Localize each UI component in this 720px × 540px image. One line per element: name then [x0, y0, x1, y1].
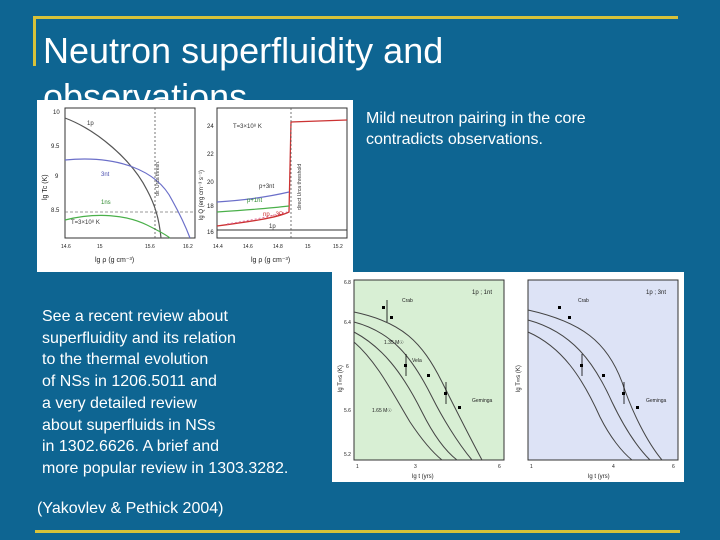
- top-left-xlabel: lg ρ (g cm⁻³): [95, 257, 134, 264]
- top-right-label-urca: direct Urca threshold: [297, 164, 303, 210]
- top-right-xtick: 15.2: [333, 244, 343, 250]
- bottom-left-xtick: 1: [356, 464, 359, 470]
- bottom-right-source: Geminga: [646, 398, 667, 404]
- bottom-left-ytick: 5.6: [344, 408, 351, 414]
- top-left-ytick: 9: [55, 174, 59, 180]
- top-left-label-urca: dir. Urca thresh.: [155, 161, 161, 196]
- decorative-bottom-rule: [35, 530, 680, 533]
- top-right-xtick: 14.6: [243, 244, 253, 250]
- top-left-xtick: 14.6: [61, 244, 71, 250]
- bottom-left-ytick: 6: [346, 364, 349, 370]
- review-line: about superfluids in NSs: [42, 416, 216, 434]
- bottom-left-legend: 1p ; 1nt: [472, 290, 492, 296]
- top-left-label-1ns: 1ns: [101, 200, 111, 206]
- top-right-xlabel: lg ρ (g cm⁻³): [251, 257, 290, 264]
- top-right-label-p1nt: p+1nt: [247, 198, 263, 204]
- review-paragraph: See a recent review about superfluidity …: [42, 306, 342, 480]
- top-left-ytick: 10: [53, 110, 60, 116]
- top-left-ylabel: lg Tc (K): [42, 174, 49, 200]
- top-left-xtick: 15.6: [145, 244, 155, 250]
- top-left-label-1p: 1p: [87, 121, 94, 127]
- bottom-left-ytick: 6.4: [344, 320, 351, 326]
- top-right-label-temp: T=3×10⁸ K: [233, 123, 262, 130]
- bottom-left-source: Crab: [402, 298, 413, 304]
- bottom-left-xtick: 6: [498, 464, 501, 470]
- review-line: See a recent review about: [42, 308, 228, 325]
- decorative-top-rule: [33, 16, 678, 19]
- top-right-xtick: 14.4: [213, 244, 223, 250]
- figure-top: lg Tc (K) 10 9.5 9 8.5 14.6 15 15.6 16.2…: [37, 100, 353, 272]
- bottom-right-ylabel: lg T∞s (K): [516, 365, 522, 392]
- bottom-left-ytick: 5.2: [344, 452, 351, 458]
- bottom-left-source: Geminga: [472, 398, 493, 404]
- observation-note: Mild neutron pairing in the core contrad…: [366, 110, 586, 148]
- top-right-xtick: 14.8: [273, 244, 283, 250]
- bottom-left-ytick: 6.8: [344, 280, 351, 286]
- bottom-right-xtick: 4: [612, 464, 615, 470]
- bottom-left-xlabel: lg t (yrs): [412, 474, 434, 480]
- top-left-xtick: 15: [97, 244, 103, 250]
- bottom-right-xlabel: lg t (yrs): [588, 474, 610, 480]
- bottom-left-source: Vela: [412, 358, 422, 364]
- citation: (Yakovlev & Pethick 2004): [37, 500, 224, 517]
- review-line: superfluidity and its relation: [42, 329, 236, 347]
- top-right-ylabel: lg Q (erg cm⁻³ s⁻¹): [199, 170, 205, 220]
- top-right-xtick: 15: [305, 244, 311, 250]
- top-left-ytick: 8.5: [51, 208, 60, 214]
- top-right-label-np3p: np→3P: [263, 212, 283, 218]
- bottom-right-source: Crab: [578, 298, 589, 304]
- top-right-label-1p: 1p: [269, 224, 276, 230]
- bottom-right-legend: 1p ; 3nt: [646, 290, 666, 296]
- top-right-ytick: 18: [207, 204, 214, 210]
- slide-title: Neutron superfluidity and observations: [43, 30, 444, 100]
- top-left-xtick: 16.2: [183, 244, 193, 250]
- bottom-right-xtick: 1: [530, 464, 533, 470]
- review-line: a very detailed review: [42, 394, 197, 412]
- review-line: of NSs in 1206.5011 and: [42, 373, 217, 391]
- top-right-ytick: 20: [207, 180, 214, 186]
- top-right-label-p3nt: p+3nt: [259, 184, 275, 190]
- top-right-ytick: 16: [207, 230, 214, 236]
- review-line: more popular review in 1303.3282.: [42, 459, 289, 477]
- review-line: to the thermal evolution: [42, 351, 209, 369]
- bottom-left-xtick: 3: [414, 464, 417, 470]
- top-right-ytick: 24: [207, 124, 214, 130]
- bottom-right-xtick: 6: [672, 464, 675, 470]
- top-left-label-temp: T=3×10⁸ K: [71, 219, 100, 226]
- top-left-label-3nt: 3nt: [101, 172, 110, 178]
- top-right-ytick: 22: [207, 152, 214, 158]
- top-left-ytick: 9.5: [51, 144, 60, 150]
- figure-bottom: 1p ; 1nt lg T∞s (K) 6.8 6.4 6 5.6 5.2 1 …: [332, 272, 684, 482]
- bottom-left-mass: 1.65 M☉: [372, 408, 392, 414]
- review-line: in 1302.6626. A brief and: [42, 438, 220, 456]
- bottom-left-ylabel: lg T∞s (K): [338, 365, 344, 392]
- decorative-left-rule: [33, 16, 36, 66]
- bottom-left-mass: 1.35 M☉: [384, 340, 404, 346]
